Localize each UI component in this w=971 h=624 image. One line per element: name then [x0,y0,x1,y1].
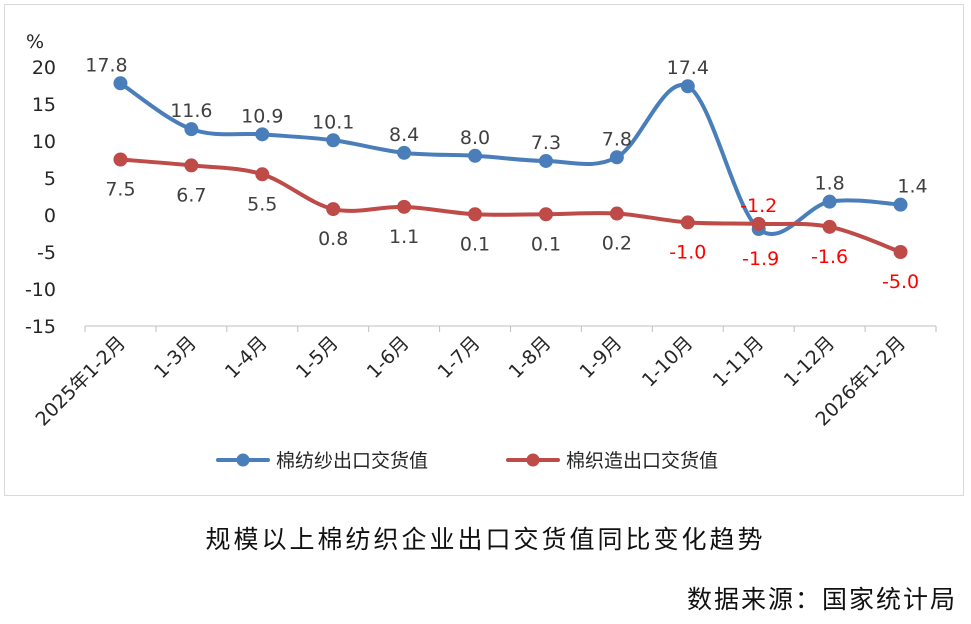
series-1-data-label: 10.1 [312,111,354,133]
series-1-marker [113,76,128,91]
series-1-data-label: 11.6 [170,100,212,122]
x-tick-label: 1-4月 [221,332,272,383]
x-tick-label: 1-12月 [780,332,839,391]
series-1-data-label: 7.8 [602,128,632,150]
y-tick-label: 20 [32,57,56,79]
series-2-marker [893,245,908,259]
series-1-data-label: 7.3 [531,132,561,154]
series-2-data-label: 0.8 [318,228,348,250]
chart-caption: 规模以上棉纺织企业出口交货值同比变化趋势 [205,525,766,554]
series-1-marker [468,148,483,163]
series-1-data-label: 17.4 [667,57,709,79]
series-2-marker [326,202,341,217]
y-tick-label: 15 [32,94,56,116]
series-2-marker [680,215,695,230]
series-2-data-label: 5.5 [247,193,277,215]
series-line-2 [118,157,903,254]
series-2-marker [255,167,270,182]
series-2-data-label: -1.2 [740,195,777,217]
source-note: 数据来源：国家统计局 [686,585,957,614]
series-2-marker [468,207,483,222]
series-1-marker [538,153,553,168]
x-tick-label: 1-10月 [638,332,697,391]
series-2-data-label: -1.0 [669,241,706,263]
y-axis-unit: % [26,31,44,53]
series-2-marker [538,207,553,222]
series-2-data-label: 0.2 [602,233,632,255]
series-1-marker [609,150,624,165]
series-1-marker [893,197,908,212]
legend-marker-1 [236,453,250,467]
legend-marker-2 [526,453,540,467]
series-2-data-label: 6.7 [176,184,206,206]
series-1-data-label: 17.8 [85,54,127,76]
series-2-data-label: 0.1 [531,233,561,255]
series-line-1 [118,81,903,237]
series-2-marker [822,219,837,234]
y-tick-label: 0 [44,205,56,227]
series-2-data-label: 0.1 [460,233,490,255]
series-1-data-label: 10.9 [241,105,283,127]
series-1-marker [680,79,695,94]
series-2-marker [609,206,624,221]
y-tick-label: -5 [37,242,56,264]
series-2-data-label: -5.0 [882,271,919,293]
series-1-data-label: 1.8 [815,173,845,195]
series-1-data-label: 1.4 [897,176,927,198]
y-tick-label: 10 [32,131,56,153]
x-tick-label: 2025年1-2月 [31,332,130,431]
x-tick-label: 1-7月 [434,332,485,383]
x-tick-label: 1-9月 [575,332,626,383]
series-2-marker [751,216,766,231]
y-tick-label: -10 [25,279,56,301]
x-tick-label: 1-5月 [292,332,343,383]
series-2-marker [184,158,199,173]
series-2-data-label: -1.6 [811,246,848,268]
series-1-marker [822,194,837,209]
series-1-marker [184,122,199,137]
series-2-data-label: 1.1 [389,226,419,248]
series-2-marker [113,152,128,167]
x-tick-label: 1-3月 [150,332,201,383]
series-1-data-label: -1.9 [742,248,779,270]
series-1-marker [255,127,270,142]
legend-label-2: 棉织造出口交货值 [566,450,718,472]
series-1-marker [326,133,341,148]
chart-frame [4,4,964,496]
x-tick-label: 1-8月 [505,332,556,383]
series-2-data-label: 7.5 [105,179,135,201]
y-tick-label: -15 [25,316,56,338]
series-1-data-label: 8.0 [460,127,490,149]
series-1-marker [397,145,412,160]
legend-label-1: 棉纺纱出口交货值 [276,450,428,472]
y-tick-label: 5 [44,168,56,190]
x-tick-label: 1-6月 [363,332,414,383]
series-1-data-label: 8.4 [389,124,419,146]
x-tick-label: 1-11月 [709,332,768,391]
series-2-marker [397,199,412,214]
